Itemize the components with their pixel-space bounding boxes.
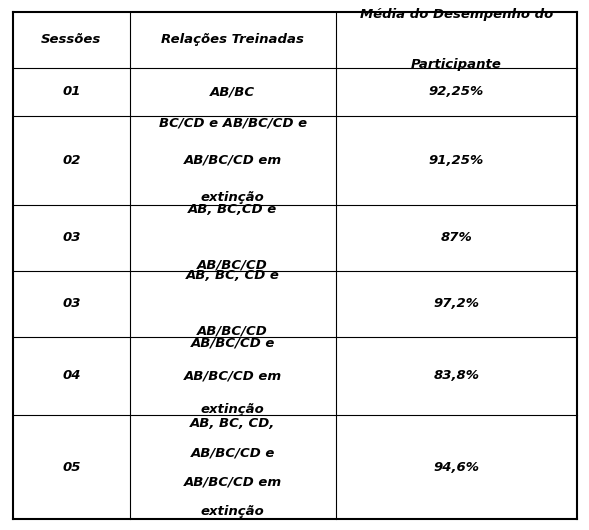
Text: Relações Treinadas: Relações Treinadas (161, 33, 304, 46)
Text: 01: 01 (62, 85, 81, 98)
Text: 03: 03 (62, 297, 81, 310)
Text: AB/BC/CD: AB/BC/CD (197, 259, 268, 272)
Text: 05: 05 (62, 461, 81, 474)
Text: Sessões: Sessões (41, 33, 101, 46)
Text: BC/CD e AB/BC/CD e: BC/CD e AB/BC/CD e (158, 117, 307, 129)
Text: AB/BC/CD: AB/BC/CD (197, 325, 268, 338)
Text: AB/BC/CD em: AB/BC/CD em (184, 369, 282, 383)
Text: AB/BC/CD e: AB/BC/CD e (190, 337, 275, 349)
Text: 04: 04 (62, 369, 81, 383)
Text: extinção: extinção (201, 505, 264, 518)
Text: 94,6%: 94,6% (434, 461, 479, 474)
Text: Média do Desempenho do

Participante: Média do Desempenho do Participante (360, 8, 553, 71)
Text: AB, BC, CD e: AB, BC, CD e (186, 269, 280, 282)
Text: extinção: extinção (201, 191, 264, 204)
Text: AB, BC,CD e: AB, BC,CD e (188, 204, 277, 216)
Text: 91,25%: 91,25% (429, 154, 484, 166)
Text: AB/BC: AB/BC (210, 85, 255, 98)
Text: AB/BC/CD e: AB/BC/CD e (190, 446, 275, 460)
Text: 92,25%: 92,25% (429, 85, 484, 98)
Text: 97,2%: 97,2% (434, 297, 479, 310)
Text: 03: 03 (62, 231, 81, 244)
Text: 87%: 87% (441, 231, 472, 244)
Text: AB/BC/CD em: AB/BC/CD em (184, 475, 282, 489)
Text: 83,8%: 83,8% (434, 369, 479, 383)
Text: AB/BC/CD em: AB/BC/CD em (184, 154, 282, 166)
Text: AB, BC, CD,: AB, BC, CD, (190, 417, 275, 430)
Text: extinção: extinção (201, 402, 264, 416)
Text: 02: 02 (62, 154, 81, 166)
